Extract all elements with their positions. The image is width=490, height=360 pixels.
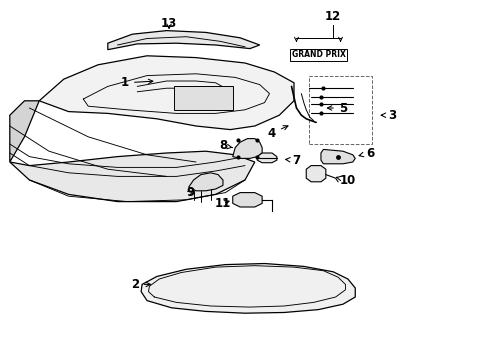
Text: 4: 4 (268, 126, 288, 140)
Text: 9: 9 (186, 186, 194, 199)
Polygon shape (257, 153, 277, 163)
Polygon shape (39, 56, 294, 130)
Text: 11: 11 (215, 197, 231, 210)
Polygon shape (10, 101, 39, 162)
Polygon shape (141, 264, 355, 313)
Polygon shape (10, 151, 255, 202)
Polygon shape (233, 139, 262, 158)
Text: 5: 5 (327, 102, 347, 114)
Text: 8: 8 (219, 139, 233, 152)
Text: 12: 12 (325, 10, 342, 23)
Text: 2: 2 (131, 278, 150, 291)
Text: 3: 3 (381, 109, 396, 122)
Text: GRAND PRIX: GRAND PRIX (292, 50, 345, 59)
Text: 13: 13 (161, 17, 177, 30)
Text: 1: 1 (121, 76, 153, 89)
Text: 6: 6 (359, 147, 374, 159)
FancyBboxPatch shape (174, 86, 233, 110)
Polygon shape (321, 149, 355, 164)
Polygon shape (189, 173, 223, 191)
Text: 10: 10 (337, 174, 356, 186)
Polygon shape (108, 31, 260, 50)
Polygon shape (233, 193, 262, 207)
Polygon shape (306, 166, 326, 182)
Text: 7: 7 (286, 154, 300, 167)
